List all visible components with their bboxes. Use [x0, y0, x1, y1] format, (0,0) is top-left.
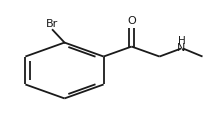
- Text: O: O: [127, 16, 136, 26]
- Text: Br: Br: [46, 19, 58, 29]
- Text: H: H: [178, 36, 185, 46]
- Text: N: N: [177, 43, 186, 53]
